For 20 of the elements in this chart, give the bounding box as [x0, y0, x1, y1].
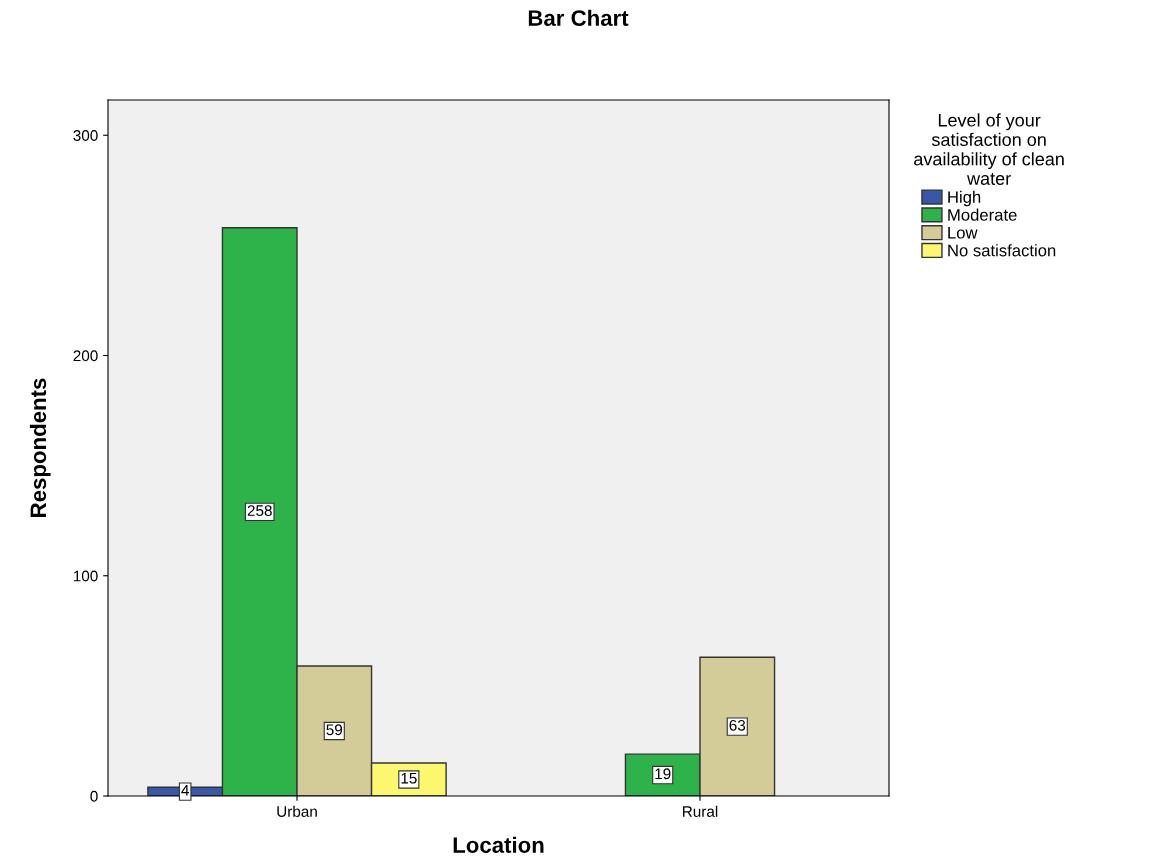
y-axis-title: Respondents	[29, 378, 51, 517]
legend-label: High	[948, 190, 981, 207]
legend-label: Low	[948, 226, 978, 239]
y-tick-label: 0	[90, 790, 98, 802]
legend-label: Moderate	[948, 208, 1017, 221]
y-tick-label: 200	[73, 350, 98, 362]
chart-title: Bar Chart	[528, 9, 629, 26]
x-axis-title: Location	[453, 836, 544, 853]
legend-label: No satisfaction	[948, 244, 1056, 257]
data-label: 15	[401, 772, 417, 784]
data-label: 59	[326, 724, 343, 736]
data-label: 63	[729, 719, 746, 731]
x-tick-label: Urban	[277, 805, 317, 817]
legend-title: Level of your satisfaction on availability of clean water	[914, 113, 1064, 185]
data-label: 19	[655, 768, 671, 780]
data-label: 258	[247, 505, 272, 516]
y-tick-label: 300	[73, 130, 98, 141]
data-label: 4	[181, 785, 189, 796]
x-tick-label: Rural	[683, 805, 718, 817]
y-tick-label: 100	[73, 570, 98, 582]
